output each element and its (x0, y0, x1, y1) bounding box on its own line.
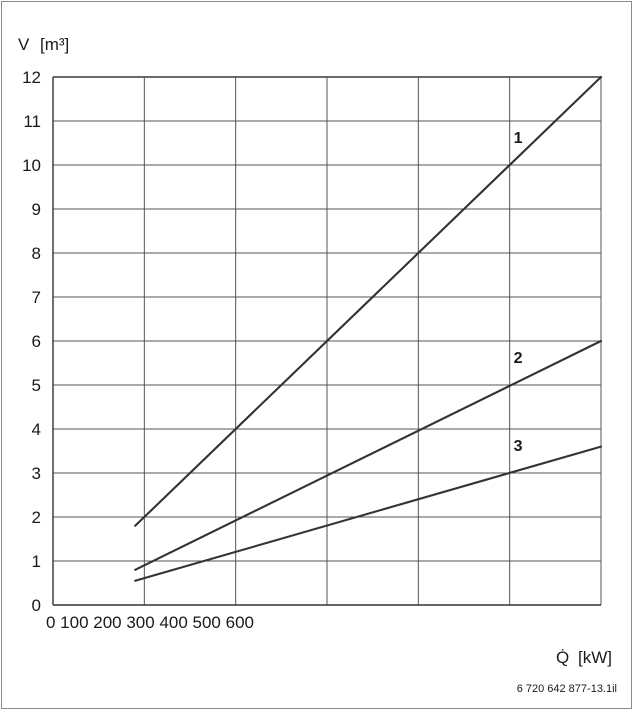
y-tick-label: 6 (32, 332, 41, 351)
series-label-2: 2 (514, 350, 523, 367)
series-label-3: 3 (514, 438, 523, 455)
x-axis-label: Q̇ (556, 648, 569, 667)
y-axis-unit: [m³] (40, 35, 69, 54)
x-tick-labels: 0 100 200 300 400 500 600 (46, 613, 254, 632)
y-tick-label: 10 (22, 156, 41, 175)
y-tick-label: 7 (32, 288, 41, 307)
y-tick-label: 5 (32, 376, 41, 395)
x-axis-unit: [kW] (578, 648, 612, 667)
y-axis-label: V (18, 35, 30, 54)
y-tick-label: 8 (32, 244, 41, 263)
y-tick-label: 4 (32, 420, 41, 439)
chart-grid (52, 76, 602, 606)
y-tick-label: 3 (32, 464, 41, 483)
y-tick-label: 11 (23, 112, 41, 131)
series-line-3 (134, 445, 603, 582)
y-tick-label: 12 (22, 68, 41, 87)
figure-reference: 6 720 642 877-13.1il (517, 683, 617, 695)
y-tick-label: 0 (32, 596, 41, 615)
chart-series: 1 2 3 (134, 75, 603, 582)
series-line-2 (134, 339, 603, 571)
series-line-1 (134, 75, 603, 527)
y-tick-label: 2 (32, 508, 41, 527)
y-tick-label: 1 (32, 552, 41, 571)
y-tick-label: 9 (32, 200, 41, 219)
series-label-1: 1 (514, 130, 523, 147)
